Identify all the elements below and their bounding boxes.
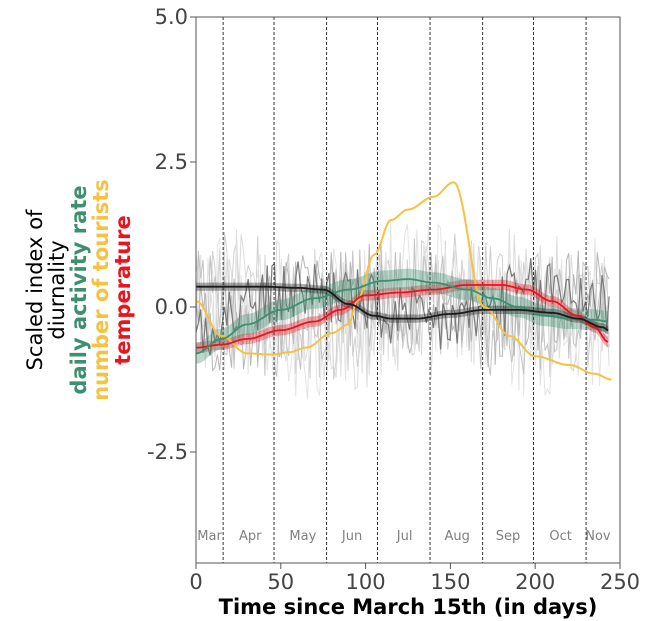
x-tick-label: 100 [346,570,386,594]
series-line-activity [196,278,609,355]
month-label: Mar [197,529,222,544]
month-label: Oct [549,529,571,544]
plot-area [196,17,612,563]
x-tick-label: 50 [267,570,294,594]
band-temperature [196,279,609,353]
y-axis-ticks: 5.0 2.5 0.0 -2.5 [147,5,196,464]
x-tick-label: 0 [189,570,202,594]
y-tick-label: -2.5 [147,440,188,464]
y-tick-label: 5.0 [155,5,188,29]
x-axis-title: Time since March 15th (in days) [219,595,598,619]
ylabel-line-1: Scaled index of [23,209,47,370]
ylabel-line-2: diurnality [45,240,69,339]
ylabel-temperature: temperature [111,215,135,365]
plot-frame [195,16,621,564]
raw-trace [196,243,610,372]
y-tick-label: 2.5 [155,150,188,174]
month-label: Nov [585,529,611,544]
x-tick-label: 250 [600,570,640,594]
x-tick-label: 200 [515,570,555,594]
ylabel-activity: daily activity rate [67,185,91,394]
month-label: Aug [444,529,469,544]
series-lines [196,181,612,381]
month-label: Sep [496,529,521,544]
month-labels: Mar Apr May Jun Jul Aug Sep Oct Nov [197,529,611,544]
series-line-tourists [196,181,612,381]
month-label: Apr [239,529,262,544]
series-line-temperature [196,284,609,349]
x-axis-ticks: 0 50 100 150 200 250 [189,563,640,594]
x-tick-label: 150 [430,570,470,594]
month-label: Jun [341,529,362,544]
month-label: May [289,529,316,544]
band-activity [196,268,609,364]
ylabel-tourists: number of tourists [89,179,113,401]
y-tick-label: 0.0 [155,295,188,319]
y-axis-title: Scaled index of diurnality daily activit… [23,179,135,401]
raw-trace [196,258,610,356]
series-line-diurnality [196,285,609,332]
month-label: Jul [396,529,413,544]
raw-traces [196,221,610,400]
